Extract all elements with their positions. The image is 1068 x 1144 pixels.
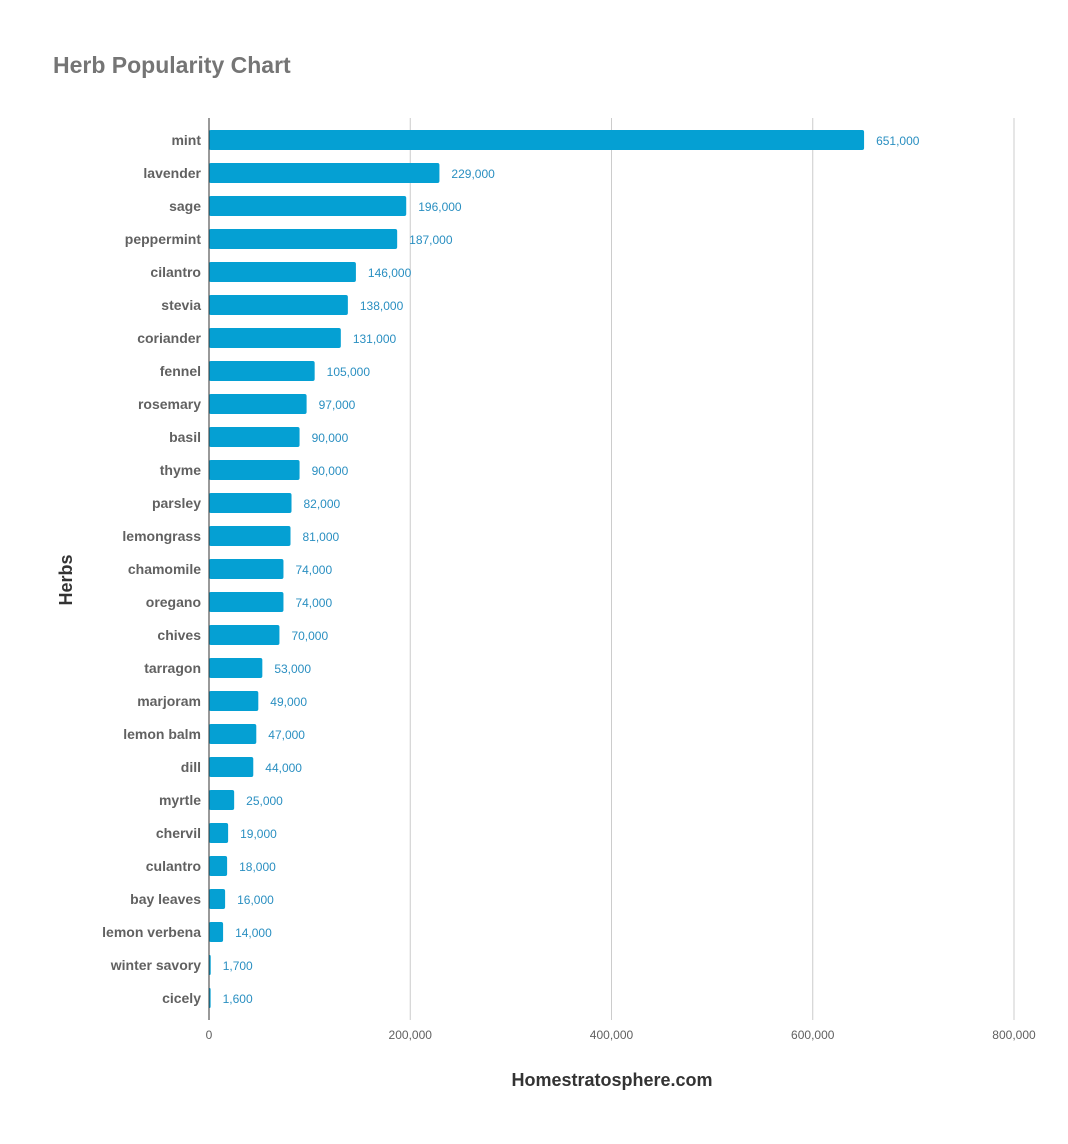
category-label: chervil xyxy=(156,825,201,841)
category-label: fennel xyxy=(160,363,201,379)
x-tick-label: 600,000 xyxy=(791,1028,835,1042)
bar xyxy=(209,625,280,645)
value-label: 187,000 xyxy=(409,233,453,247)
value-label: 47,000 xyxy=(268,728,305,742)
bar xyxy=(209,361,315,381)
value-label: 49,000 xyxy=(270,695,307,709)
category-label: lemongrass xyxy=(122,528,201,544)
value-label: 82,000 xyxy=(304,497,341,511)
value-label: 105,000 xyxy=(327,365,371,379)
category-label: myrtle xyxy=(159,792,201,808)
bar xyxy=(209,493,292,513)
labels: 0 200,000 400,000 600,000 800,000 mint 651,000… xyxy=(102,132,1036,1042)
value-label: 229,000 xyxy=(451,167,495,181)
bar xyxy=(209,757,254,777)
category-label: tarragon xyxy=(144,660,201,676)
category-label: mint xyxy=(171,132,201,148)
bar xyxy=(209,724,257,744)
category-label: culantro xyxy=(146,858,201,874)
category-label: cicely xyxy=(162,990,201,1006)
value-label: 651,000 xyxy=(876,134,920,148)
value-label: 90,000 xyxy=(312,464,349,478)
category-label: dill xyxy=(181,759,201,775)
value-label: 53,000 xyxy=(274,662,311,676)
bar xyxy=(209,328,341,348)
value-label: 74,000 xyxy=(295,563,332,577)
value-label: 18,000 xyxy=(239,860,276,874)
gridlines xyxy=(409,118,1015,1020)
value-label: 70,000 xyxy=(291,629,328,643)
value-label: 90,000 xyxy=(312,431,349,445)
bar xyxy=(209,295,348,315)
category-label: chamomile xyxy=(128,561,201,577)
value-label: 25,000 xyxy=(246,794,283,808)
value-label: 1,700 xyxy=(223,959,253,973)
bar xyxy=(209,229,398,249)
category-label: rosemary xyxy=(138,396,201,412)
value-label: 81,000 xyxy=(303,530,340,544)
bar xyxy=(209,592,284,612)
category-label: sage xyxy=(169,198,201,214)
category-label: thyme xyxy=(160,462,201,478)
value-label: 196,000 xyxy=(418,200,462,214)
category-label: oregano xyxy=(146,594,201,610)
category-label: peppermint xyxy=(125,231,202,247)
bar xyxy=(209,823,229,843)
bar xyxy=(209,889,226,909)
x-tick-label: 400,000 xyxy=(590,1028,634,1042)
bar xyxy=(209,196,407,216)
bar xyxy=(209,691,259,711)
value-label: 138,000 xyxy=(360,299,404,313)
y-axis-title: Herbs xyxy=(56,554,76,605)
category-label: winter savory xyxy=(110,957,201,973)
x-tick-label: 0 xyxy=(206,1028,213,1042)
category-label: lemon balm xyxy=(123,726,201,742)
bar xyxy=(209,856,228,876)
category-label: cilantro xyxy=(150,264,201,280)
bar xyxy=(209,922,224,942)
bar xyxy=(209,559,284,579)
x-tick-label: 800,000 xyxy=(992,1028,1036,1042)
bar xyxy=(209,526,291,546)
x-tick-label: 200,000 xyxy=(389,1028,433,1042)
bar xyxy=(209,658,263,678)
value-label: 19,000 xyxy=(240,827,277,841)
category-label: lavender xyxy=(143,165,201,181)
value-label: 14,000 xyxy=(235,926,272,940)
bar xyxy=(209,130,865,150)
bar xyxy=(209,394,307,414)
value-label: 131,000 xyxy=(353,332,397,346)
value-label: 97,000 xyxy=(319,398,356,412)
category-label: bay leaves xyxy=(130,891,201,907)
bar xyxy=(209,262,356,282)
value-label: 1,600 xyxy=(223,992,253,1006)
bar xyxy=(209,163,440,183)
value-label: 44,000 xyxy=(265,761,302,775)
chart-title: Herb Popularity Chart xyxy=(53,52,291,78)
bar xyxy=(209,427,300,447)
x-axis-title: Homestratosphere.com xyxy=(511,1070,712,1090)
category-label: lemon verbena xyxy=(102,924,201,940)
category-label: stevia xyxy=(161,297,201,313)
value-label: 146,000 xyxy=(368,266,412,280)
bar xyxy=(209,460,300,480)
category-label: chives xyxy=(157,627,201,643)
value-label: 74,000 xyxy=(295,596,332,610)
category-label: coriander xyxy=(137,330,201,346)
value-label: 16,000 xyxy=(237,893,274,907)
category-label: basil xyxy=(169,429,201,445)
category-label: parsley xyxy=(152,495,201,511)
bar xyxy=(209,790,235,810)
category-label: marjoram xyxy=(137,693,201,709)
bars xyxy=(209,130,865,1008)
